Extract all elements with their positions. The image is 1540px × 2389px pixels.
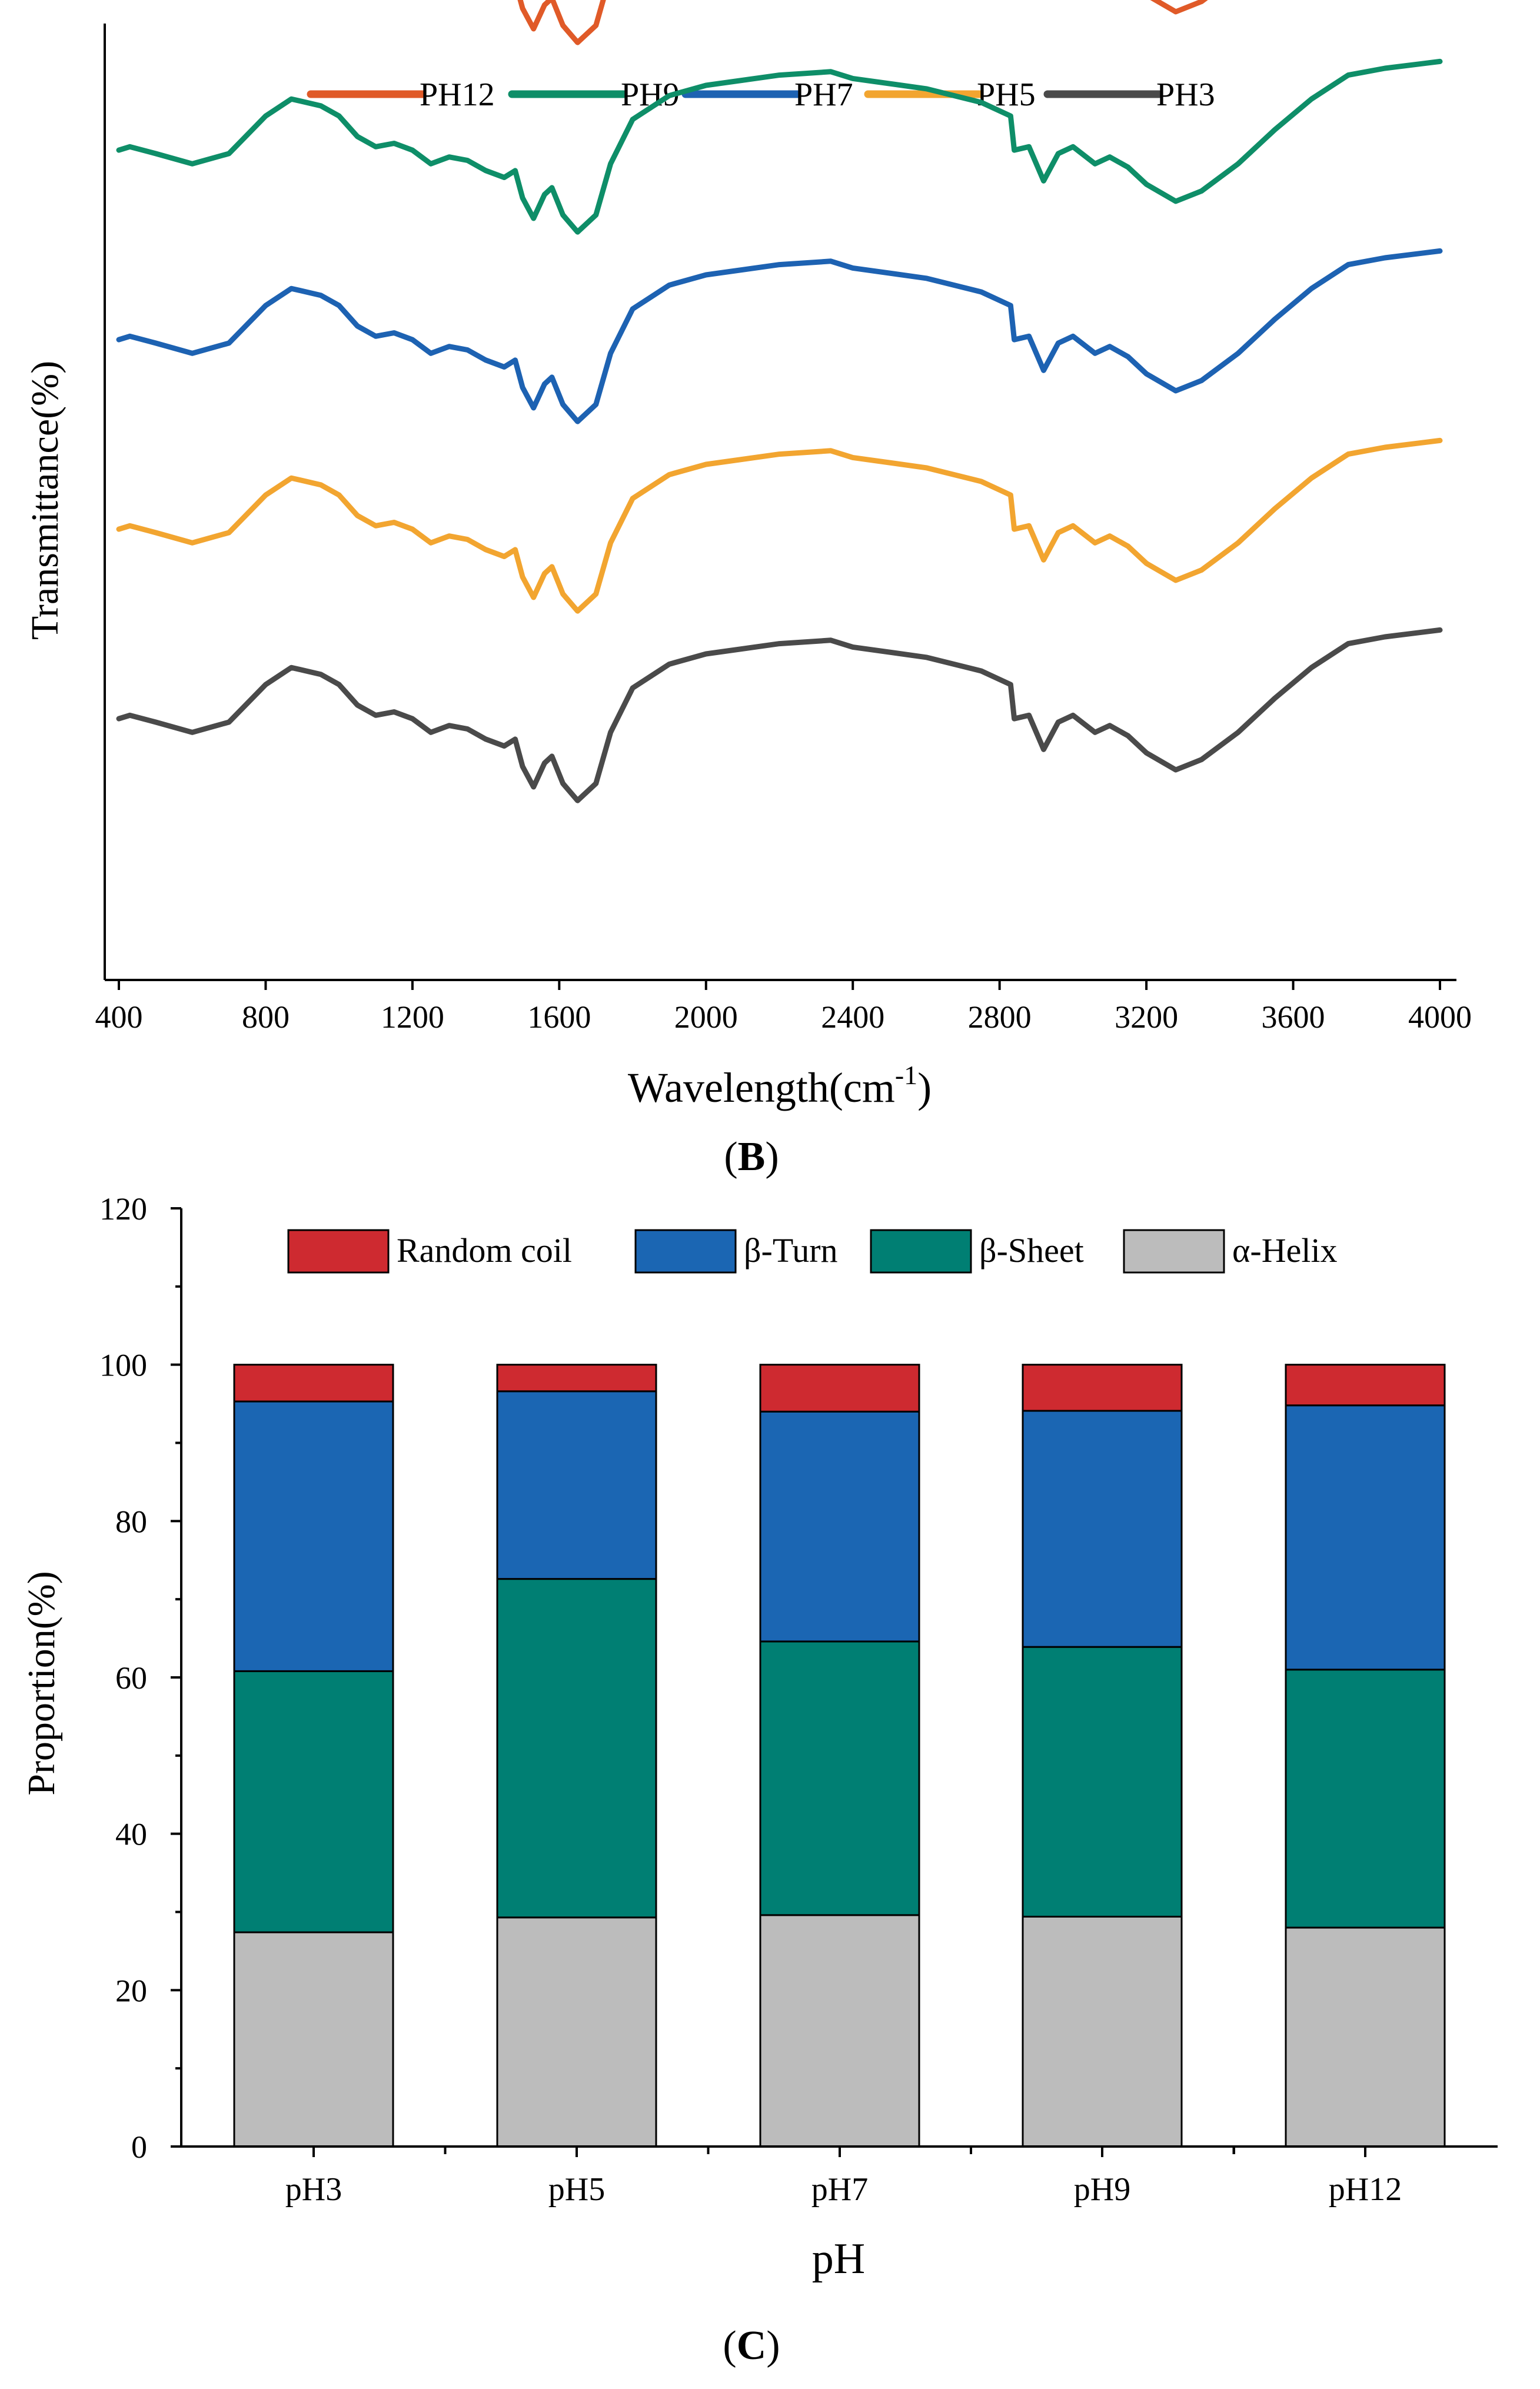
structure-legend: Random coil β-Turn β-Sheet α-Helix [287,1229,1338,1274]
bar-segment-ph7-helix [759,1914,920,2148]
y-tick-label-0: 0 [131,2129,147,2165]
ftir-x-label-main: Wavelength(cm [628,1064,895,1111]
x-tick-label-4000: 4000 [1408,999,1472,1035]
legend-label-ph7: PH7 [794,77,853,113]
bar-segment-ph9-randomcoil [1022,1364,1183,1412]
bar-x-axis-label: pH [812,2235,865,2283]
x-tick-label-ph7: pH7 [811,2171,868,2208]
bar-segment-ph5-turn [496,1390,657,1580]
x-tick-label-ph5: pH5 [548,2171,605,2208]
x-tick-label-2800: 2800 [968,999,1032,1035]
x-tick-label-ph12: pH12 [1329,2171,1402,2208]
bar-segment-ph9-helix [1022,1915,1183,2148]
legend-swatch-sheet [870,1229,972,1274]
ftir-x-label-sup: -1 [895,1060,917,1090]
y-tick-label-120: 120 [99,1191,147,1227]
bar-segment-ph3-helix [233,1931,394,2148]
bar-y-axis-label: Proportion(%) [20,1571,63,1795]
y-tick-label-40: 40 [115,1817,147,1852]
panel-label-b: (B) [724,1134,779,1179]
ftir-x-label-close: ) [917,1064,932,1111]
series-line-ph9 [116,58,1443,235]
bar-segment-ph3-sheet [233,1670,394,1933]
x-tick-label-400: 400 [95,999,143,1035]
bar-segment-ph5-sheet [496,1578,657,1919]
x-tick-label-1200: 1200 [381,999,444,1035]
legend-swatch-turn [634,1229,737,1274]
bar-segment-ph12-turn [1285,1404,1446,1671]
y-tick-label-20: 20 [115,1973,147,2008]
bar-segment-ph9-sheet [1022,1646,1183,1918]
x-tick-label-ph9: pH9 [1074,2171,1130,2208]
bar-segment-ph7-turn [759,1410,920,1643]
x-tick-label-3600: 3600 [1262,999,1325,1035]
x-tick-label-ph3: pH3 [285,2171,342,2208]
x-tick-label-800: 800 [242,999,290,1035]
ftir-series-lines [116,0,1443,803]
legend-swatch-randomcoil [287,1229,390,1274]
legend-label-turn: β-Turn [744,1231,838,1270]
legend-label-sheet: β-Sheet [979,1231,1084,1270]
stacked-bars [233,1364,1446,2148]
legend-label-ph3: PH3 [1156,77,1215,113]
legend-label-randomcoil: Random coil [397,1231,572,1270]
legend-swatch-helix [1123,1229,1225,1274]
ftir-chart: PH12 PH9 PH7 PH5 PH3 400 800 1200 1600 2000 2400 2… [24,0,1472,1179]
bar-segment-ph12-randomcoil [1285,1364,1446,1407]
x-tick-label-2400: 2400 [821,999,884,1035]
series-line-ph7 [116,248,1443,424]
bar-segment-ph5-helix [496,1916,657,2148]
ftir-y-axis-label: Transmittance(%) [24,361,66,640]
bar-segment-ph3-turn [233,1400,394,1672]
bar-segment-ph9-turn [1022,1410,1183,1648]
legend-label-helix: α-Helix [1232,1231,1338,1270]
bar-segment-ph12-helix [1285,1926,1446,2148]
x-tick-label-3200: 3200 [1115,999,1178,1035]
bar-segment-ph12-sheet [1285,1669,1446,1929]
ftir-x-axis-label: Wavelength(cm-1) [628,1060,932,1111]
ftir-x-ticks: 400 800 1200 1600 2000 2400 2800 3200 3600 4000 [95,980,1472,1035]
series-line-ph3 [116,627,1443,803]
legend-label-ph5: PH5 [977,77,1036,113]
bar-segment-ph3-randomcoil [233,1364,394,1403]
bar-x-ticks: pH3 pH5 pH7 pH9 pH12 [285,2147,1402,2208]
series-line-ph12 [517,0,1208,45]
x-tick-label-1600: 1600 [527,999,591,1035]
series-line-ph5 [116,437,1443,614]
y-tick-label-60: 60 [115,1660,147,1696]
secondary-structure-chart: Random coil β-Turn β-Sheet α-Helix 0 20 40 60 8… [20,1191,1498,2368]
bar-segment-ph5-randomcoil [496,1364,657,1393]
y-tick-label-80: 80 [115,1504,147,1539]
bar-y-ticks: 0 20 40 60 80 100 120 [99,1191,181,2165]
bar-segment-ph7-randomcoil [759,1364,920,1413]
bar-segment-ph7-sheet [759,1640,920,1916]
ftir-legend: PH12 PH9 PH7 PH5 PH3 [307,77,1215,113]
y-tick-label-100: 100 [99,1348,147,1383]
legend-label-ph12: PH12 [420,77,495,113]
panel-label-c: (C) [723,2323,780,2368]
x-tick-label-2000: 2000 [674,999,738,1035]
